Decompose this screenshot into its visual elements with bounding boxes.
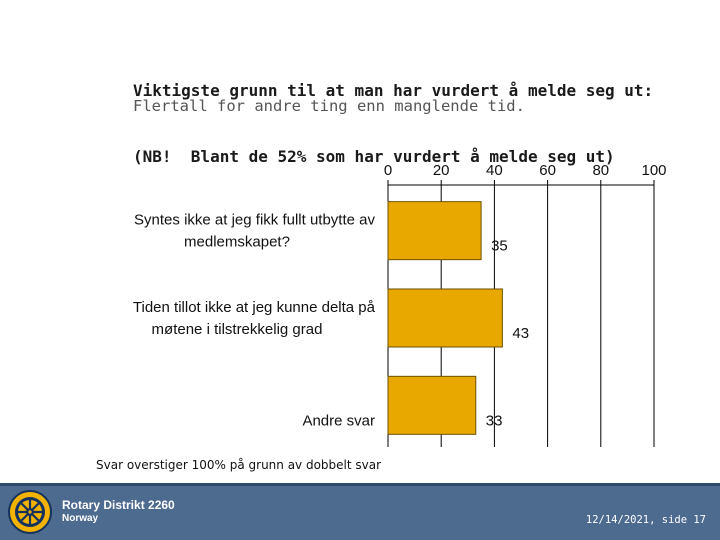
x-tick-label: 80: [592, 162, 609, 179]
page-subtitle: Flertall for andre ting enn manglende ti…: [133, 97, 525, 115]
category-label: Syntes ikke at jeg fikk fullt utbytte av: [134, 212, 375, 229]
bar: [387, 201, 482, 261]
x-tick-label: 60: [539, 162, 556, 179]
data-label: 35: [491, 238, 508, 255]
footer-country: Norway: [62, 513, 99, 524]
bar: [387, 288, 503, 348]
data-label: 33: [486, 412, 503, 429]
page-title: Viktigste grunn til at man har vurdert å…: [133, 36, 653, 190]
x-tick-label: 100: [641, 162, 666, 179]
title-line-1: Viktigste grunn til at man har vurdert å…: [133, 81, 654, 100]
footer-organization: Rotary Distrikt 2260: [62, 498, 175, 512]
rotary-wheel-icon: [8, 490, 52, 534]
x-tick-label: 40: [486, 162, 503, 179]
data-label: 43: [512, 325, 529, 342]
footer-bar: Rotary Distrikt 2260 Norway 12/14/2021, …: [0, 483, 720, 540]
x-tick-label: 0: [384, 162, 392, 179]
bar-chart: 0 20 40 60 80 100 35 Syntes ikke at jeg fikk fu…: [133, 162, 667, 447]
category-label: møtene i tilstrekkelig grad: [152, 321, 323, 338]
footer-date-page: 12/14/2021, side 17: [585, 514, 706, 526]
bar: [387, 375, 477, 435]
category-label: Andre svar: [302, 412, 375, 429]
category-label: Tiden tillot ikke at jeg kunne delta på: [133, 299, 376, 316]
x-tick-label: 20: [433, 162, 450, 179]
category-label: medlemskapet?: [184, 234, 290, 251]
chart-footnote: Svar overstiger 100% på grunn av dobbelt…: [96, 458, 382, 472]
title-line-2: (NB! Blant de 52% som har vurdert å meld…: [133, 147, 615, 166]
footer-top-strip: [0, 483, 720, 486]
